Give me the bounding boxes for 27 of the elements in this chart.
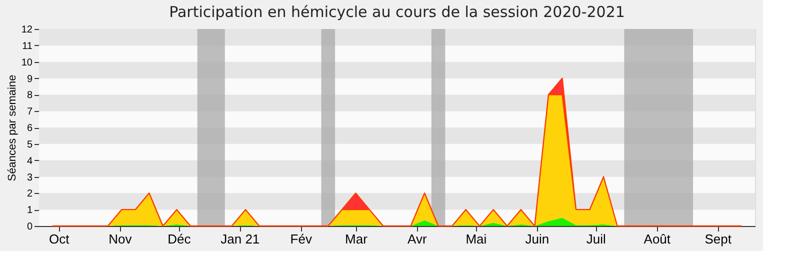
x-tick-label: Avr (408, 232, 428, 246)
x-tick-label: Nov (108, 232, 132, 246)
y-tick-label: 8 (26, 90, 33, 102)
x-tick-label: Fév (290, 232, 312, 246)
x-tick-label: Mar (344, 232, 368, 246)
y-tick-label: 12 (21, 24, 33, 36)
y-tick-label: 7 (26, 106, 33, 118)
x-tick-label: Mai (466, 232, 487, 246)
y-tick-label: 9 (26, 74, 33, 85)
x-tick-label: Déc (168, 232, 192, 246)
y-tick-label: 10 (21, 57, 33, 68)
x-tick-label: Oct (49, 232, 70, 246)
y-axis-title: Séances par semaine (6, 74, 18, 182)
y-tick-label: 4 (26, 156, 33, 167)
y-tick-label: 5 (26, 139, 33, 150)
x-tick-label: Juil (586, 232, 606, 246)
x-tick-label: Août (644, 232, 671, 246)
y-tick-label: 6 (26, 123, 33, 134)
y-tick-label: 0 (26, 222, 33, 232)
x-tick-label: Sept (704, 232, 732, 246)
y-tick-label: 3 (26, 172, 33, 184)
x-tick-label: Juin (525, 232, 550, 246)
y-tick-label: 11 (22, 40, 33, 52)
y-tick-label: 1 (26, 205, 33, 216)
x-tick-label: Jan 21 (220, 232, 260, 246)
chart-title: Participation en hémicycle au cours de la session 2020-2021 (169, 3, 625, 21)
y-tick-label: 2 (26, 188, 33, 200)
